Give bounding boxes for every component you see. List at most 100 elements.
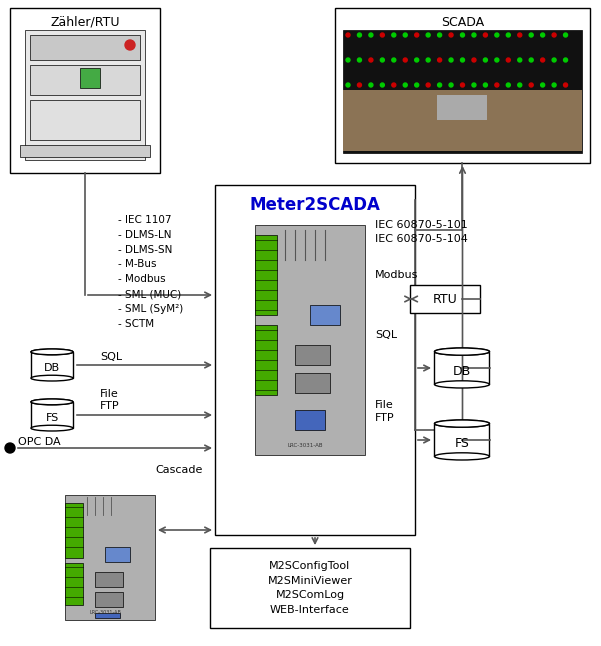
Circle shape [506,58,510,62]
Circle shape [426,33,430,37]
FancyBboxPatch shape [31,352,73,378]
Text: IEC 60870-5-101
IEC 60870-5-104: IEC 60870-5-101 IEC 60870-5-104 [375,220,468,244]
Text: - IEC 1107
- DLMS-LN
- DLMS-SN
- M-Bus
- Modbus
- SML (MUC)
- SML (SyM²)
- SCTM: - IEC 1107 - DLMS-LN - DLMS-SN - M-Bus -… [118,215,183,329]
Text: Modbus: Modbus [375,270,418,280]
Circle shape [415,58,419,62]
Circle shape [415,33,419,37]
Circle shape [564,33,567,37]
Circle shape [506,83,510,87]
Circle shape [495,58,499,62]
FancyBboxPatch shape [25,30,145,160]
FancyBboxPatch shape [435,351,489,384]
Circle shape [358,83,361,87]
Circle shape [472,58,476,62]
FancyBboxPatch shape [437,95,487,120]
Circle shape [495,33,499,37]
Circle shape [346,83,350,87]
Circle shape [438,33,442,37]
FancyBboxPatch shape [95,613,120,618]
Text: File
FTP: File FTP [100,389,120,412]
Text: File
FTP: File FTP [375,400,395,423]
Ellipse shape [31,349,73,355]
Circle shape [380,58,385,62]
FancyBboxPatch shape [295,410,325,430]
Circle shape [449,83,453,87]
Circle shape [426,58,430,62]
Circle shape [460,83,465,87]
Text: M2SConfigTool
M2SMiniViewer
M2SComLog
WEB-Interface: M2SConfigTool M2SMiniViewer M2SComLog WE… [267,561,352,615]
Text: LRC-3031-AB: LRC-3031-AB [89,609,121,614]
Circle shape [529,83,533,87]
Circle shape [564,58,567,62]
Circle shape [358,33,361,37]
Circle shape [369,83,373,87]
Circle shape [483,33,487,37]
FancyBboxPatch shape [435,424,489,457]
Circle shape [472,33,476,37]
Ellipse shape [31,425,73,431]
FancyBboxPatch shape [295,373,330,393]
Circle shape [483,83,487,87]
Circle shape [125,40,135,50]
FancyBboxPatch shape [410,285,480,313]
FancyBboxPatch shape [31,402,73,428]
Text: LRC-3031-AB: LRC-3031-AB [287,443,323,448]
Circle shape [517,33,522,37]
Circle shape [380,33,385,37]
Circle shape [541,83,545,87]
Ellipse shape [435,420,489,427]
FancyBboxPatch shape [65,563,83,605]
FancyBboxPatch shape [335,8,590,163]
Text: Cascade: Cascade [155,465,203,475]
Circle shape [449,33,453,37]
FancyBboxPatch shape [65,503,83,558]
FancyBboxPatch shape [295,345,330,365]
Circle shape [346,58,350,62]
Circle shape [529,58,533,62]
Ellipse shape [31,399,73,405]
FancyBboxPatch shape [215,185,415,535]
Ellipse shape [435,348,489,355]
Circle shape [403,58,407,62]
Ellipse shape [435,420,489,427]
Circle shape [552,33,556,37]
Circle shape [403,83,407,87]
Circle shape [460,58,465,62]
Ellipse shape [31,399,73,405]
FancyBboxPatch shape [210,548,410,628]
Ellipse shape [435,453,489,460]
Text: OPC DA: OPC DA [18,437,61,447]
Text: SCADA: SCADA [441,16,484,28]
FancyBboxPatch shape [95,572,123,587]
Circle shape [369,33,373,37]
Ellipse shape [435,380,489,388]
Text: SQL: SQL [100,352,122,362]
Text: DB: DB [44,363,60,373]
FancyBboxPatch shape [10,8,160,173]
Circle shape [392,33,396,37]
Circle shape [483,58,487,62]
Text: FS: FS [45,413,59,423]
Text: FS: FS [454,437,469,450]
FancyBboxPatch shape [95,592,123,607]
Circle shape [564,83,567,87]
Circle shape [495,83,499,87]
Circle shape [5,443,15,453]
Ellipse shape [435,348,489,355]
Circle shape [392,58,396,62]
Circle shape [472,83,476,87]
Text: Meter2SCADA: Meter2SCADA [249,196,380,214]
Circle shape [529,33,533,37]
Circle shape [426,83,430,87]
Text: Zähler/RTU: Zähler/RTU [50,16,120,28]
Circle shape [552,58,556,62]
FancyBboxPatch shape [105,547,130,562]
Circle shape [438,83,442,87]
Circle shape [415,83,419,87]
FancyBboxPatch shape [255,235,277,315]
FancyBboxPatch shape [30,65,140,95]
FancyBboxPatch shape [310,305,340,325]
FancyBboxPatch shape [255,225,365,455]
FancyBboxPatch shape [30,100,140,140]
Circle shape [358,58,361,62]
